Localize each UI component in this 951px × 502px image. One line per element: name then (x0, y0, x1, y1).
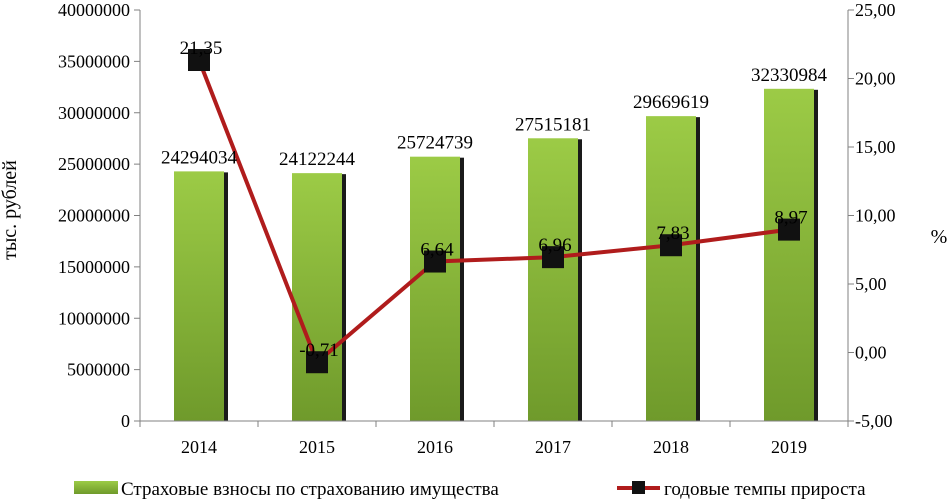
axes-layer: 0 5000000 10000000 15000000 20000000 25000000… (58, 0, 896, 457)
bar-data-label: 32330984 (751, 65, 828, 86)
bar-data-label: 25724739 (397, 133, 473, 154)
growth-marker (778, 218, 800, 241)
y-tick-label-left: 10000000 (58, 308, 130, 328)
bar (174, 171, 224, 421)
x-tick-label: 2018 (653, 437, 689, 457)
bar (646, 116, 696, 422)
x-tick-label: 2014 (181, 437, 217, 457)
bar (292, 173, 342, 421)
y-tick-label-left: 15000000 (58, 257, 130, 277)
growth-data-label: 7,83 (656, 223, 689, 244)
x-tick-label: 2019 (771, 437, 807, 457)
y-tick-label-left: 20000000 (58, 206, 130, 226)
y-tick-label-right: 10,00 (855, 206, 896, 226)
y-tick-label-right: 5,00 (855, 274, 887, 294)
y-tick-label-left: 25000000 (58, 154, 130, 174)
growth-marker (660, 234, 682, 257)
bar-data-label: 27515181 (515, 114, 591, 135)
y-tick-label-left: 0 (121, 411, 130, 431)
x-tick-label: 2017 (535, 437, 571, 457)
y-tick-label-right: 15,00 (855, 137, 896, 157)
bar-data-label: 29669619 (633, 92, 709, 113)
growth-marker (424, 250, 446, 273)
bar (528, 138, 578, 422)
growth-data-label: -0,71 (299, 340, 339, 361)
y-tick-label-right: 25,00 (855, 0, 896, 20)
legend-line-marker (632, 481, 645, 494)
y-tick-label-right: 0,00 (855, 343, 887, 363)
legend-line-label: годовые темпы прироста (664, 479, 866, 500)
growth-marker (542, 246, 564, 269)
y-axis-title-right: % (931, 226, 948, 248)
growth-line (197, 59, 790, 365)
x-tick-label: 2015 (299, 437, 335, 457)
bars-layer (174, 88, 818, 422)
growth-data-label: 6,64 (420, 240, 454, 261)
data-labels-layer: 24294034 24122244 25724739 27515181 29669619… (161, 38, 828, 361)
y-axis-title-left: тыс. рублей (0, 160, 21, 260)
growth-data-label: 8,97 (774, 208, 807, 229)
y-tick-label-left: 35000000 (58, 51, 130, 71)
growth-marker (188, 49, 210, 72)
legend-bar-label: Страховые взносы по страхованию имуществ… (121, 479, 499, 500)
legend: Страховые взносы по страхованию имуществ… (74, 479, 866, 500)
y-tick-label-left: 40000000 (58, 0, 130, 20)
legend-bar-swatch (74, 481, 118, 494)
growth-data-label: 21,35 (180, 38, 223, 59)
y-tick-label-right: 20,00 (855, 69, 896, 89)
bar-data-label: 24294034 (161, 147, 238, 168)
bar (410, 156, 460, 421)
bar (764, 88, 814, 422)
growth-data-label: 6,96 (538, 235, 571, 256)
y-tick-label-left: 5000000 (67, 360, 130, 380)
y-tick-label-right: -5,00 (855, 411, 893, 431)
x-tick-label: 2016 (417, 437, 453, 457)
y-tick-label-left: 30000000 (58, 103, 130, 123)
growth-line-layer (188, 49, 800, 374)
bar-data-label: 24122244 (279, 149, 356, 170)
growth-marker (306, 351, 328, 374)
